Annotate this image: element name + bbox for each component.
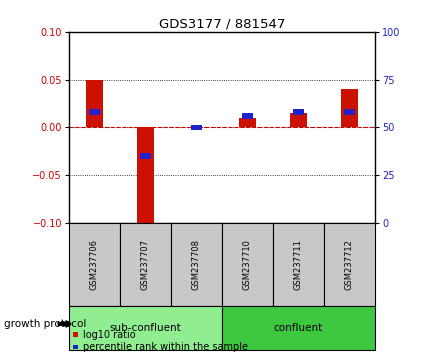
Bar	[69, 223, 120, 306]
Text: log10 ratio: log10 ratio	[83, 330, 135, 339]
Text: percentile rank within the sample: percentile rank within the sample	[83, 342, 247, 352]
Text: GSM237708: GSM237708	[191, 239, 200, 290]
Text: GSM237712: GSM237712	[344, 239, 353, 290]
Text: GSM237707: GSM237707	[141, 239, 150, 290]
Bar	[238, 118, 256, 127]
Bar	[69, 306, 221, 350]
Bar	[221, 306, 374, 350]
Bar	[340, 89, 358, 127]
Bar	[343, 109, 354, 115]
Bar	[120, 223, 171, 306]
Bar	[139, 153, 151, 159]
Bar	[190, 125, 202, 130]
Text: growth protocol: growth protocol	[4, 319, 86, 329]
Title: GDS3177 / 881547: GDS3177 / 881547	[158, 18, 285, 31]
Text: sub-confluent: sub-confluent	[109, 323, 181, 333]
Bar	[221, 223, 272, 306]
Bar	[136, 127, 154, 223]
Bar	[272, 223, 323, 306]
Text: GSM237711: GSM237711	[293, 239, 302, 290]
Bar	[171, 223, 221, 306]
Bar	[89, 109, 100, 115]
Text: confluent: confluent	[273, 323, 322, 333]
Text: GSM237706: GSM237706	[90, 239, 99, 290]
Text: GSM237710: GSM237710	[243, 239, 252, 290]
Bar	[85, 80, 103, 127]
Bar	[241, 113, 253, 119]
Bar	[292, 109, 304, 115]
Bar	[289, 113, 307, 127]
Bar	[323, 223, 374, 306]
